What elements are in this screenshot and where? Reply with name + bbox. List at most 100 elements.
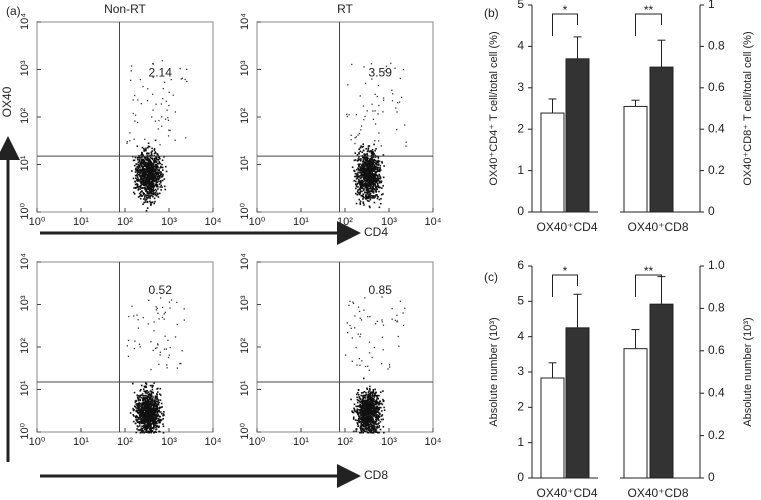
event-dot: [143, 162, 145, 164]
event-dot: [369, 199, 371, 201]
x-tick-label: 10¹: [293, 436, 309, 448]
event-dot: [142, 179, 144, 181]
event-dot: [158, 318, 159, 319]
event-dot: [156, 193, 158, 195]
event-dot: [369, 182, 371, 184]
event-dot: [363, 189, 365, 191]
event-dot: [147, 181, 149, 183]
event-dot: [146, 383, 148, 385]
event-dot: [378, 187, 380, 189]
event-dot: [363, 146, 365, 148]
event-dot: [392, 93, 393, 94]
event-dot: [369, 370, 370, 371]
event-dot: [137, 99, 138, 100]
event-dot: [356, 186, 358, 188]
event-dot: [160, 388, 162, 390]
significance-bracket: [553, 14, 578, 36]
event-dot: [358, 165, 360, 167]
event-dot: [368, 392, 370, 394]
event-dot: [140, 171, 142, 173]
event-dot: [404, 308, 405, 309]
event-dot: [138, 196, 140, 198]
event-dot: [126, 143, 127, 144]
event-dot: [372, 110, 373, 111]
event-dot: [140, 346, 141, 347]
event-dot: [348, 305, 349, 306]
event-dot: [156, 411, 158, 413]
event-dot: [134, 405, 136, 407]
event-dot: [377, 183, 379, 185]
event-dot: [137, 406, 139, 408]
y-tick-label: 10³: [19, 295, 31, 311]
event-dot: [359, 400, 361, 402]
event-dot: [357, 173, 359, 175]
y-axis-label: Absolute number (10³): [742, 317, 754, 426]
event-dot: [374, 150, 376, 152]
event-dot: [137, 422, 139, 424]
event-dot: [143, 430, 145, 432]
event-dot: [137, 396, 139, 398]
significance-bracket: [636, 275, 662, 297]
event-dot: [160, 411, 162, 413]
event-dot: [148, 399, 150, 401]
event-dot: [164, 189, 166, 191]
event-dot: [168, 130, 169, 131]
event-dot: [160, 185, 162, 187]
event-dot: [368, 396, 370, 398]
event-dot: [367, 366, 368, 367]
event-dot: [362, 143, 364, 145]
event-dot: [166, 367, 167, 368]
event-dot: [150, 204, 152, 206]
event-dot: [161, 164, 163, 166]
event-dot: [143, 202, 145, 204]
y-tick-label: 2: [517, 400, 524, 414]
event-dot: [135, 177, 137, 179]
event-dot: [155, 189, 157, 191]
event-dot: [395, 107, 396, 108]
event-dot: [146, 421, 148, 423]
event-dot: [375, 413, 377, 415]
event-dot: [360, 395, 362, 397]
event-dot: [157, 407, 159, 409]
event-dot: [369, 185, 371, 187]
event-dot: [373, 392, 375, 394]
event-dot: [164, 336, 165, 337]
event-dot: [360, 147, 362, 149]
event-dot: [149, 185, 151, 187]
event-dot: [155, 104, 156, 105]
event-dot: [371, 179, 373, 181]
event-dot: [352, 301, 353, 302]
x-tick-label: 10³: [161, 436, 177, 448]
event-dot: [166, 171, 168, 173]
event-dot: [137, 184, 139, 186]
event-dot: [369, 205, 371, 207]
event-dot: [161, 103, 162, 104]
event-dot: [362, 428, 364, 430]
event-dot: [147, 162, 149, 164]
event-dot: [159, 183, 161, 185]
event-dot: [156, 306, 157, 307]
event-dot: [360, 160, 362, 162]
event-dot: [367, 181, 369, 183]
event-dot: [157, 415, 159, 417]
event-dot: [365, 174, 367, 176]
event-dot: [351, 135, 352, 136]
event-dot: [155, 348, 156, 349]
event-dot: [354, 137, 355, 138]
event-dot: [142, 408, 144, 410]
event-dot: [374, 389, 376, 391]
event-dot: [390, 63, 391, 64]
event-dot: [162, 317, 163, 318]
event-dot: [371, 173, 373, 175]
event-dot: [146, 210, 148, 212]
event-dot: [151, 404, 153, 406]
event-dot: [173, 95, 174, 96]
event-dot: [359, 202, 361, 204]
event-dot: [371, 190, 373, 192]
event-dot: [160, 182, 162, 184]
event-dot: [383, 400, 385, 402]
event-dot: [144, 409, 146, 411]
event-dot: [383, 97, 384, 98]
y-axis-label: Absolute number (10³): [488, 317, 500, 426]
event-dot: [374, 140, 375, 141]
